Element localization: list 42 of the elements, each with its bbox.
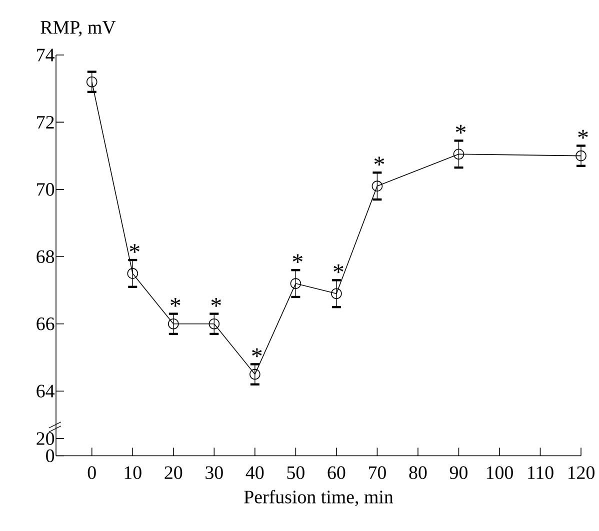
point: [250, 368, 260, 380]
y-tick-label: 70: [37, 183, 54, 196]
point: [576, 150, 586, 162]
x-tick-label: 40: [246, 466, 264, 480]
y-tick-label: 68: [36, 250, 54, 264]
point: [208, 318, 220, 330]
y-tick-label: 0: [46, 449, 54, 462]
annotation: *: [252, 348, 262, 358]
point: [331, 288, 342, 300]
y-tick-label: 72: [37, 116, 54, 128]
y-axis-title: RMP, mV: [40, 21, 116, 36]
point: [453, 148, 464, 160]
x-tick-label: 110: [528, 466, 554, 480]
point: [127, 268, 138, 279]
x-tick-label: 50: [287, 466, 304, 480]
annotation: *: [578, 130, 588, 139]
annotation: *: [456, 124, 466, 134]
annotation: *: [170, 298, 180, 307]
x-tick-label: 70: [368, 466, 386, 480]
x-tick-label: 10: [124, 466, 142, 480]
y-tick-label: 64: [36, 384, 55, 398]
annotation: *: [334, 264, 344, 274]
annotation: *: [130, 244, 140, 253]
point: [168, 318, 179, 330]
x-tick-label: 60: [328, 466, 346, 480]
annotation: *: [374, 156, 384, 166]
y-tick-label: 66: [36, 318, 54, 330]
y-tick-label: 74: [37, 48, 55, 62]
annotation: *: [211, 298, 221, 307]
annotation: *: [292, 254, 303, 264]
x-tick-label: 0: [88, 466, 96, 480]
point: [372, 180, 383, 192]
y-tick-label: 20: [36, 432, 54, 445]
x-tick-label: 120: [568, 466, 594, 480]
x-tick-label: 100: [486, 466, 513, 480]
point: [86, 76, 98, 88]
x-axis-title: Perfusion time, min: [244, 490, 394, 506]
x-tick-label: 80: [409, 466, 427, 480]
point: [290, 278, 302, 289]
x-tick-label: 20: [164, 466, 182, 480]
x-tick-label: 30: [206, 466, 223, 480]
x-tick-label: 90: [450, 466, 468, 480]
